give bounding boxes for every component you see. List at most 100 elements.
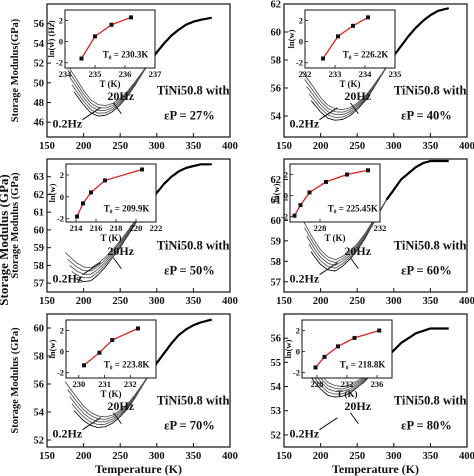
plot-frame: [283, 3, 468, 138]
inset-x-tick-label: 236: [371, 379, 384, 389]
x-tick-label: 300: [149, 141, 165, 152]
inset-point: [79, 56, 84, 61]
curve-merged: [385, 327, 449, 359]
inset-x-tick-label: 218: [110, 223, 123, 233]
inset-x-tick-label: 220: [130, 223, 143, 233]
x-tick-label: 250: [112, 141, 128, 152]
x-tick-label: 350: [186, 451, 202, 462]
inset-point: [140, 167, 144, 172]
inset-t0-label: T₀ = 226.2K: [343, 50, 389, 60]
x-axis-label: Temperature (K): [332, 462, 419, 476]
figure-ylabel: Storage Modulus (GPa): [0, 174, 11, 305]
plot-frame: [46, 158, 231, 293]
annotation-alloy: TiNi50.8 with: [157, 238, 230, 252]
inset-point: [97, 350, 102, 355]
inset-t0-label: T₀ = 218.8K: [340, 360, 386, 370]
inset-y-tick-label: 0: [299, 37, 303, 47]
inset-point: [89, 190, 93, 195]
annotation-strain: εP = 27%: [164, 109, 215, 123]
arrow-02hz: [82, 107, 101, 121]
inset-y-label: ln(w): [283, 339, 293, 358]
inset-x-tick-label: 232: [124, 379, 137, 389]
y-tick-label: 54: [271, 382, 282, 393]
x-tick-label: 150: [39, 141, 55, 152]
y-tick-label: 53: [271, 406, 282, 417]
inset-point: [109, 22, 114, 27]
freq-low-label: 0.2Hz: [52, 427, 82, 441]
freq-low-label: 0.2Hz: [289, 117, 319, 131]
y-tick-label: 54: [271, 112, 282, 123]
inset-y-tick-label: 2: [296, 326, 300, 336]
inset-x-tick-label: 230: [72, 379, 85, 389]
y-tick-label: 62: [271, 0, 282, 11]
inset-y-tick-label: 0: [296, 347, 300, 357]
arrow-02hz: [82, 417, 101, 431]
freq-high-label: 20Hz: [344, 399, 371, 413]
annotation-alloy: TiNi50.8 with: [157, 83, 230, 97]
y-axis-label: Storage Modulus (GPa): [10, 327, 21, 434]
inset-y-tick-label: 0: [60, 192, 64, 202]
y-tick-label: 60: [271, 216, 282, 227]
inset-fit-line: [83, 327, 139, 366]
freq-high-label: 20Hz: [107, 399, 134, 413]
inset-fit-line: [80, 16, 132, 59]
y-tick-label: 56: [271, 84, 282, 95]
inset-y-tick-label: 2: [299, 16, 303, 26]
inset-x-tick-label: 232: [374, 223, 387, 233]
y-axis-label: Storage Modulus (GPa): [10, 172, 21, 279]
y-tick-label: 56: [34, 380, 45, 391]
inset-x-tick-label: 232: [299, 69, 312, 79]
inset-x-tick-label: 222: [150, 223, 163, 233]
inset-x-tick-label: 231: [98, 379, 111, 389]
inset-y-tick-label: 0: [59, 37, 63, 47]
x-tick-label: 350: [423, 141, 439, 152]
inset-x-label: T (K): [336, 389, 357, 399]
inset-x-tick-label: 228: [314, 223, 327, 233]
annotation-alloy: TiNi50.8 with: [394, 393, 467, 407]
arrow-02hz: [82, 262, 101, 276]
freq-low-label: 0.2Hz: [289, 272, 319, 286]
inset-x-label: T (K): [100, 233, 121, 243]
inset-point: [82, 363, 86, 368]
y-tick-label: 52: [34, 59, 45, 70]
inset-y-tick-label: 2: [59, 16, 63, 26]
x-tick-label: 150: [276, 296, 292, 307]
inset-point: [110, 338, 115, 343]
inset-point: [352, 335, 357, 340]
inset-y-tick-label: -2: [293, 368, 300, 378]
x-tick-label: 300: [386, 451, 402, 462]
y-tick-label: 59: [271, 236, 282, 247]
inset-x-label: T (K): [324, 233, 345, 243]
y-tick-label: 61: [34, 208, 45, 219]
y-tick-label: 62: [271, 175, 282, 186]
x-tick-label: 200: [76, 141, 92, 152]
inset-x-label: T (K): [100, 389, 121, 399]
annotation-strain: εP = 50%: [164, 264, 215, 278]
x-tick-label: 400: [222, 296, 238, 307]
x-tick-label: 300: [386, 141, 402, 152]
x-tick-label: 150: [276, 451, 292, 462]
inset-point: [298, 203, 303, 208]
inset-fit-line: [322, 16, 369, 59]
y-tick-label: 46: [34, 118, 45, 129]
curve-merged: [148, 16, 212, 63]
curve-merged: [385, 159, 449, 201]
y-tick-label: 58: [271, 56, 282, 67]
x-tick-label: 400: [222, 141, 238, 152]
inset-y-tick-label: 2: [60, 170, 64, 180]
inset-point: [377, 328, 382, 333]
y-tick-label: 55: [271, 358, 282, 369]
inset-frame: [289, 163, 381, 223]
inset-y-tick-label: 2: [60, 326, 64, 336]
annotation-strain: εP = 60%: [401, 264, 452, 278]
annotation-strain: εP = 40%: [401, 109, 452, 123]
curve-merged: [385, 7, 449, 68]
freq-high-label: 20Hz: [107, 89, 134, 103]
y-tick-label: 57: [34, 279, 45, 290]
x-tick-label: 250: [349, 141, 365, 152]
inset-x-tick-label: 235: [89, 69, 102, 79]
inset-y-label: ln(w) (Hz): [46, 20, 56, 57]
freq-high-label: 20Hz: [107, 244, 134, 258]
inset-y-tick-label: 0: [60, 347, 64, 357]
x-axis-label: Temperature (K): [95, 462, 182, 476]
